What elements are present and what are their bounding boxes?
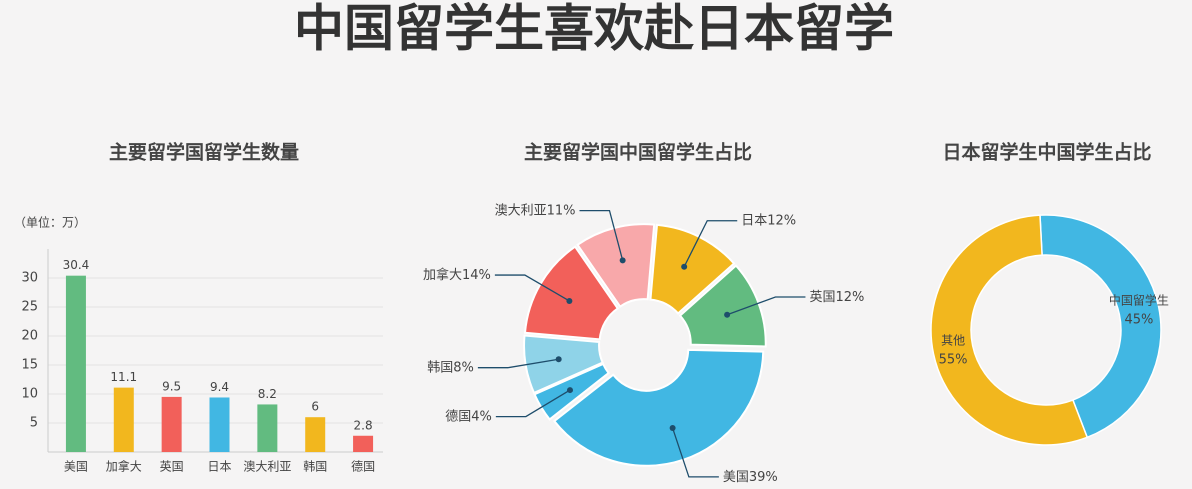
y-tick-label: 25 [21,300,38,315]
slice-name: 日本 [741,213,767,228]
chart-title: 主要留学国留学生数量 [109,141,299,164]
pie-slice [678,264,767,348]
leader-dot [619,257,626,264]
leader-dot [724,311,731,318]
pie-slice [552,348,765,467]
slice-label: 韩国8% [427,360,474,375]
value-label: 9.5 [162,379,181,393]
slice-value: 45% [1124,313,1153,328]
pie-slice [523,245,620,341]
leader-dot [566,387,573,394]
x-tick-label: 美国 [64,460,88,474]
x-tick-label: 日本 [207,460,231,474]
slice-name: 澳大利亚 [495,202,547,218]
slice-value: 12% [835,290,864,305]
x-tick-label: 澳大利亚 [243,460,291,474]
slice-label: 澳大利亚11% [495,202,576,218]
value-label: 6 [311,400,319,414]
bar [161,396,182,452]
leader-line [579,209,624,261]
value-label: 2.8 [354,418,373,432]
x-tick-label: 英国 [160,460,184,474]
main-title: 中国留学生喜欢赴日本留学 [294,0,894,58]
pie-slice [576,223,656,308]
slice-name: 韩国 [427,360,453,375]
slice-name: 中国留学生 [1109,293,1169,308]
slice-value: 14% [462,268,491,283]
y-tick-label: 5 [30,416,38,431]
chart-title: 日本留学生中国学生占比 [942,141,1151,164]
slice-name: 加拿大 [423,267,462,283]
x-tick-label: 韩国 [303,459,327,474]
leader-line [726,296,806,316]
value-label: 30.4 [63,258,90,272]
slice-name: 美国 [723,469,749,484]
pie-slice [649,223,736,315]
y-tick-label: 20 [21,329,38,344]
leader-dot [566,297,573,304]
slice-name: 英国 [809,290,835,305]
unit-label: （单位：万） [14,215,86,230]
y-tick-label: 30 [21,271,38,286]
chart-title: 主要留学国中国留学生占比 [524,141,752,164]
y-tick-label: 15 [21,358,38,373]
leader-line [494,274,570,302]
slice-name: 德国 [445,409,471,424]
leader-dot [555,356,562,363]
value-label: 9.4 [210,380,229,394]
value-label: 11.1 [110,370,137,384]
x-tick-label: 加拿大 [106,459,142,474]
leader-dot [681,263,688,270]
slice-label: 日本12% [741,213,796,228]
x-tick-label: 德国 [351,459,375,474]
leader-line [683,220,738,268]
slice-value: 8% [453,360,474,375]
slice-value: 55% [939,352,968,367]
bar [65,275,86,452]
leader-line [495,389,571,418]
pie-slice [523,334,604,395]
slice-label: 美国39% [723,469,778,484]
slice-value: 4% [471,409,492,424]
bar [305,417,326,452]
slice-value: 12% [767,213,796,228]
bar [257,404,278,452]
y-tick-label: 10 [21,387,38,402]
bar [113,387,134,452]
bar [353,435,374,452]
slice-label: 德国4% [445,409,492,424]
slice-label: 加拿大14% [423,267,491,283]
slice-value: 11% [547,203,576,218]
value-label: 8.2 [258,387,277,401]
donut-slice [1039,214,1162,439]
slice-label: 英国12% [809,290,864,305]
slice-value: 39% [749,469,778,484]
bar [209,397,230,452]
donut-slice [930,214,1089,446]
slice-name: 其他 [941,333,965,347]
leader-dot [669,425,676,432]
leader-line [672,427,719,478]
leader-line [477,358,559,369]
